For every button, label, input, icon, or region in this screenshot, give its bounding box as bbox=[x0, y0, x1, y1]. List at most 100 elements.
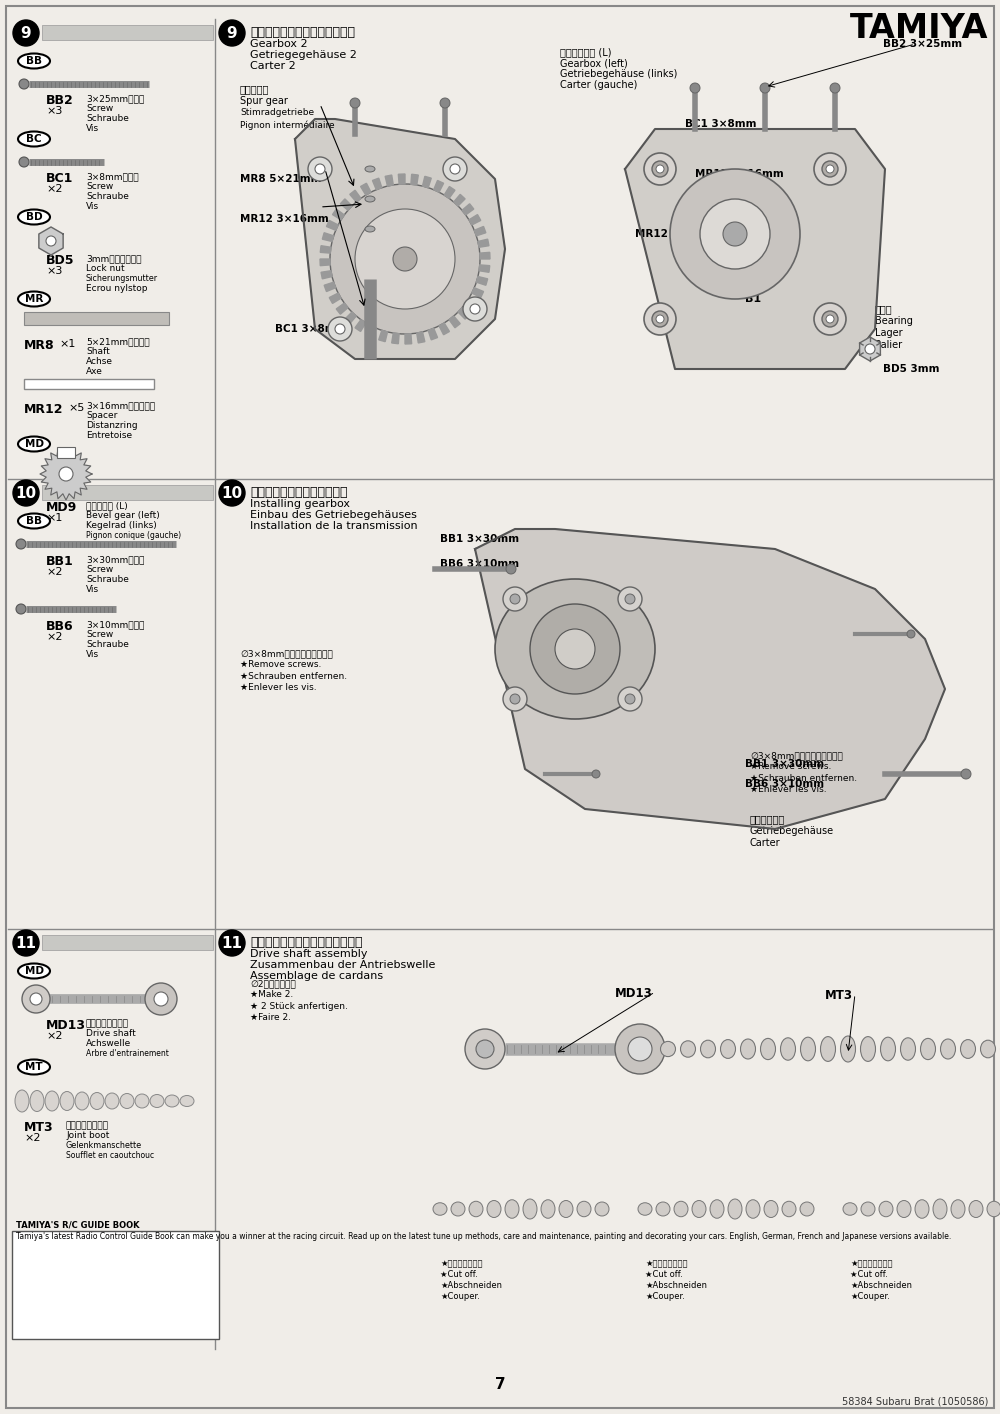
Text: ×2: ×2 bbox=[46, 632, 62, 642]
Ellipse shape bbox=[180, 1096, 194, 1107]
Ellipse shape bbox=[740, 1039, 756, 1059]
Text: BB6: BB6 bbox=[46, 619, 74, 633]
Text: Carter 2: Carter 2 bbox=[250, 61, 296, 71]
Text: ∅2個作ります。
★Make 2.
★ 2 Stück anfertigen.
★Faire 2.: ∅2個作ります。 ★Make 2. ★ 2 Stück anfertigen. … bbox=[250, 978, 348, 1022]
Polygon shape bbox=[466, 298, 477, 310]
Polygon shape bbox=[39, 228, 63, 255]
Ellipse shape bbox=[30, 1090, 44, 1111]
Ellipse shape bbox=[764, 1200, 778, 1217]
Text: ∅3×8mm丸ビスを外します。
★Remove screws.
★Schrauben entfernen.
★Enlever les vis.: ∅3×8mm丸ビスを外します。 ★Remove screws. ★Schraub… bbox=[240, 649, 347, 693]
Ellipse shape bbox=[451, 1202, 465, 1216]
Circle shape bbox=[154, 993, 168, 1005]
Text: Lock nut: Lock nut bbox=[86, 264, 125, 273]
Circle shape bbox=[335, 324, 345, 334]
Text: 9: 9 bbox=[21, 25, 31, 41]
Text: Soufflet en caoutchouc: Soufflet en caoutchouc bbox=[66, 1151, 154, 1159]
Text: Screw: Screw bbox=[86, 182, 113, 191]
Text: Gearbox (left): Gearbox (left) bbox=[560, 58, 628, 68]
Circle shape bbox=[470, 304, 480, 314]
Text: B1: B1 bbox=[745, 294, 761, 304]
Ellipse shape bbox=[365, 226, 375, 232]
Circle shape bbox=[13, 20, 39, 47]
Text: BB: BB bbox=[26, 57, 42, 66]
Circle shape bbox=[670, 170, 800, 298]
Text: MR12 3×16mm: MR12 3×16mm bbox=[695, 170, 784, 180]
Text: BD5 3mm: BD5 3mm bbox=[883, 363, 940, 373]
Ellipse shape bbox=[150, 1094, 164, 1107]
Ellipse shape bbox=[487, 1200, 501, 1217]
FancyBboxPatch shape bbox=[6, 6, 994, 1408]
Polygon shape bbox=[322, 233, 334, 242]
Circle shape bbox=[506, 564, 516, 574]
Text: Ecrou nylstop: Ecrou nylstop bbox=[86, 284, 148, 293]
Ellipse shape bbox=[933, 1199, 947, 1219]
Ellipse shape bbox=[523, 1199, 537, 1219]
Ellipse shape bbox=[720, 1039, 736, 1059]
Text: BB6 3×10mm: BB6 3×10mm bbox=[745, 779, 824, 789]
FancyBboxPatch shape bbox=[12, 1232, 219, 1339]
Ellipse shape bbox=[135, 1094, 149, 1109]
Text: Bearing: Bearing bbox=[875, 315, 913, 327]
Text: 3×16mmスペーサー: 3×16mmスペーサー bbox=[86, 402, 155, 410]
Text: Screw: Screw bbox=[86, 566, 113, 574]
Text: Distanzring: Distanzring bbox=[86, 421, 138, 430]
Text: 5×21mmシャフト: 5×21mmシャフト bbox=[86, 337, 150, 346]
Circle shape bbox=[961, 769, 971, 779]
Ellipse shape bbox=[18, 437, 50, 451]
Polygon shape bbox=[423, 177, 431, 188]
Polygon shape bbox=[366, 325, 376, 338]
Circle shape bbox=[328, 317, 352, 341]
Text: Einbau des Getriebegehäuses: Einbau des Getriebegehäuses bbox=[250, 510, 417, 520]
Circle shape bbox=[510, 694, 520, 704]
Circle shape bbox=[615, 1024, 665, 1075]
Ellipse shape bbox=[495, 578, 655, 718]
Circle shape bbox=[440, 98, 450, 107]
Text: 軸受け: 軸受け bbox=[875, 304, 893, 314]
Circle shape bbox=[503, 587, 527, 611]
Text: ×2: ×2 bbox=[46, 184, 62, 194]
Circle shape bbox=[830, 83, 840, 93]
Ellipse shape bbox=[940, 1039, 956, 1059]
Circle shape bbox=[330, 184, 480, 334]
Polygon shape bbox=[392, 334, 399, 344]
Ellipse shape bbox=[577, 1202, 591, 1217]
Polygon shape bbox=[462, 204, 474, 215]
Circle shape bbox=[219, 930, 245, 956]
Text: 3mmロックナット: 3mmロックナット bbox=[86, 255, 142, 263]
Text: 11: 11 bbox=[222, 936, 242, 950]
Text: 10: 10 bbox=[15, 485, 37, 501]
Polygon shape bbox=[476, 277, 488, 286]
Text: BC1: BC1 bbox=[46, 173, 73, 185]
Text: Entretoise: Entretoise bbox=[86, 431, 132, 440]
Ellipse shape bbox=[951, 1199, 965, 1219]
Text: Axe: Axe bbox=[86, 368, 103, 376]
Text: Pignon conique (gauche): Pignon conique (gauche) bbox=[86, 532, 181, 540]
Ellipse shape bbox=[660, 1041, 676, 1056]
Circle shape bbox=[628, 1036, 652, 1060]
Ellipse shape bbox=[800, 1202, 814, 1216]
Text: MD9: MD9 bbox=[46, 501, 77, 515]
Text: ジョイントブーツ: ジョイントブーツ bbox=[66, 1121, 109, 1130]
Text: ×2: ×2 bbox=[46, 1031, 62, 1041]
Text: TAMIYA'S R/C GUIDE BOOK: TAMIYA'S R/C GUIDE BOOK bbox=[16, 1222, 140, 1230]
Polygon shape bbox=[478, 239, 489, 247]
Polygon shape bbox=[40, 448, 92, 501]
Text: ギヤボックス: ギヤボックス bbox=[750, 814, 785, 824]
Ellipse shape bbox=[881, 1038, 896, 1060]
Polygon shape bbox=[372, 178, 382, 189]
Text: Screw: Screw bbox=[86, 631, 113, 639]
Text: Schraube: Schraube bbox=[86, 575, 129, 584]
Ellipse shape bbox=[840, 1036, 856, 1062]
Ellipse shape bbox=[433, 1203, 447, 1215]
Circle shape bbox=[16, 604, 26, 614]
Text: Vis: Vis bbox=[86, 202, 99, 211]
Text: Tamiya's latest Radio Control Guide Book can make you a winner at the racing cir: Tamiya's latest Radio Control Guide Book… bbox=[16, 1232, 951, 1241]
Circle shape bbox=[555, 629, 595, 669]
Text: ★切り取ります。
★Cut off.
★Abschneiden
★Couper.: ★切り取ります。 ★Cut off. ★Abschneiden ★Couper. bbox=[440, 1258, 502, 1301]
Ellipse shape bbox=[505, 1199, 519, 1219]
FancyBboxPatch shape bbox=[24, 312, 169, 325]
Polygon shape bbox=[458, 308, 470, 320]
Polygon shape bbox=[379, 331, 387, 342]
Text: ×1: ×1 bbox=[46, 513, 62, 523]
Text: Shaft: Shaft bbox=[86, 346, 110, 356]
